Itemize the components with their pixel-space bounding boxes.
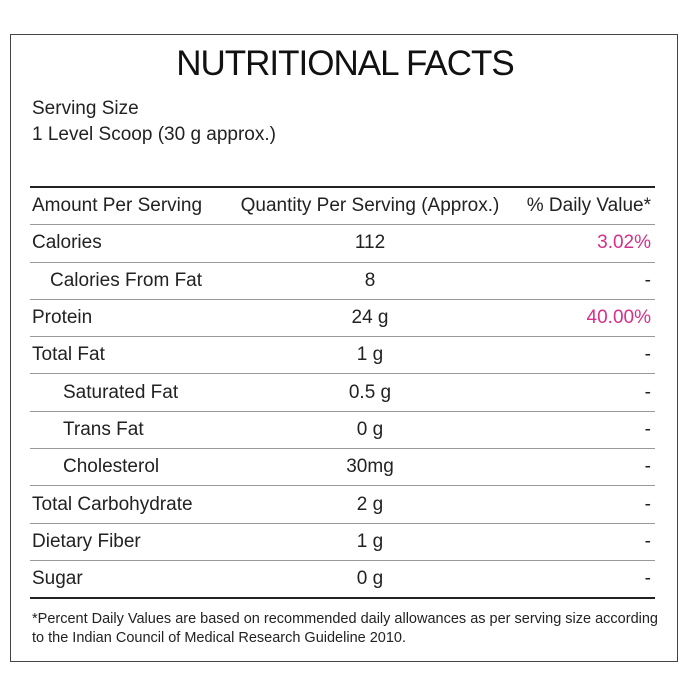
header-row: Amount Per Serving Quantity Per Serving … bbox=[30, 188, 655, 226]
table-cell: 0 g bbox=[356, 568, 384, 590]
title: NUTRITIONAL FACTS bbox=[176, 44, 515, 83]
column-header: % Daily Value* bbox=[526, 195, 651, 217]
table-cell: 0.5 g bbox=[348, 381, 392, 403]
table-row: Calories 112 3.02% bbox=[30, 225, 655, 263]
table-cell: 2 g bbox=[356, 493, 384, 515]
table-cell: Sugar bbox=[32, 568, 83, 590]
table-cell: 3.02% bbox=[597, 232, 651, 254]
table-cell: - bbox=[644, 493, 651, 515]
table-row: Protein 24 g 40.00% bbox=[30, 300, 655, 338]
table-cell: Total Fat bbox=[32, 344, 105, 366]
table-cell: - bbox=[644, 418, 651, 440]
table-cell: 30mg bbox=[346, 456, 394, 478]
frame bbox=[10, 34, 678, 662]
table-cell: 24 g bbox=[351, 307, 389, 329]
footnote: *Percent Daily Values are based on recom… bbox=[32, 611, 658, 646]
table-cell: Calories bbox=[32, 232, 102, 254]
table-row: Trans Fat 0 g - bbox=[30, 412, 655, 450]
table-cell: - bbox=[644, 456, 651, 478]
table-cell: 0 g bbox=[356, 418, 384, 440]
table-cell: - bbox=[644, 381, 651, 403]
nutrition-table: Amount Per Serving Quantity Per Serving … bbox=[30, 186, 655, 600]
table-row: Dietary Fiber 1 g - bbox=[30, 524, 655, 561]
table-cell: - bbox=[644, 568, 651, 590]
table-cell: - bbox=[644, 344, 651, 366]
table-cell: 8 bbox=[364, 269, 376, 291]
table-cell: - bbox=[644, 269, 651, 291]
table-cell: 1 g bbox=[356, 344, 384, 366]
table-cell: - bbox=[644, 530, 651, 552]
table-row: Saturated Fat 0.5 g - bbox=[30, 374, 655, 412]
table-row: Sugar 0 g - bbox=[30, 561, 655, 600]
table-cell: Calories From Fat bbox=[50, 269, 203, 291]
table-cell: Protein bbox=[32, 307, 93, 329]
table-row: Total Fat 1 g - bbox=[30, 337, 655, 375]
table-cell: 1 g bbox=[356, 530, 384, 552]
serving-value: 1 Level Scoop (30 g approx.) bbox=[32, 124, 276, 145]
column-header: Quantity Per Serving (Approx.) bbox=[240, 195, 500, 217]
column-header: Amount Per Serving bbox=[32, 195, 203, 217]
table-cell: Dietary Fiber bbox=[32, 530, 141, 552]
table-cell: 40.00% bbox=[586, 307, 651, 329]
table-cell: Saturated Fat bbox=[63, 381, 179, 403]
table-cell: Trans Fat bbox=[63, 418, 144, 440]
table-cell: Cholesterol bbox=[63, 456, 160, 478]
table-cell: 112 bbox=[354, 232, 386, 254]
table-row: Total Carbohydrate 2 g - bbox=[30, 486, 655, 524]
serving-label: Serving Size bbox=[32, 98, 139, 119]
table-cell: Total Carbohydrate bbox=[32, 493, 193, 515]
table-row: Cholesterol 30mg - bbox=[30, 449, 655, 487]
table-row: Calories From Fat 8 - bbox=[30, 263, 655, 300]
